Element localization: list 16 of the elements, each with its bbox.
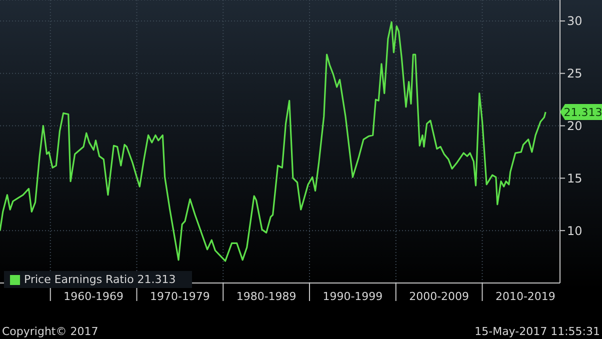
y-tick-label: 25 — [567, 66, 582, 81]
x-tick-label: 1970-1979 — [150, 290, 210, 303]
data-label: 21.313 — [564, 106, 602, 120]
y-tick-label: 10 — [567, 224, 582, 238]
x-tick-label: 1990-1999 — [322, 290, 383, 303]
x-tick-label: 2000-2009 — [409, 290, 470, 303]
text: 15-May-2017 11:55:31 — [474, 325, 600, 338]
line-series — [0, 21, 546, 262]
y-tick-label: 30 — [567, 14, 582, 28]
y-tick-label: 20 — [567, 119, 582, 134]
x-tick-label: 1960-1969 — [64, 290, 124, 303]
legend-label: Price Earnings Ratio 21.313 — [24, 273, 176, 286]
x-tick-label: 2010-2019 — [495, 290, 556, 303]
text: Copyright© 2017 — [2, 325, 98, 338]
x-tick-label: 1980-1989 — [236, 290, 296, 303]
y-tick-label: 15 — [567, 171, 582, 186]
